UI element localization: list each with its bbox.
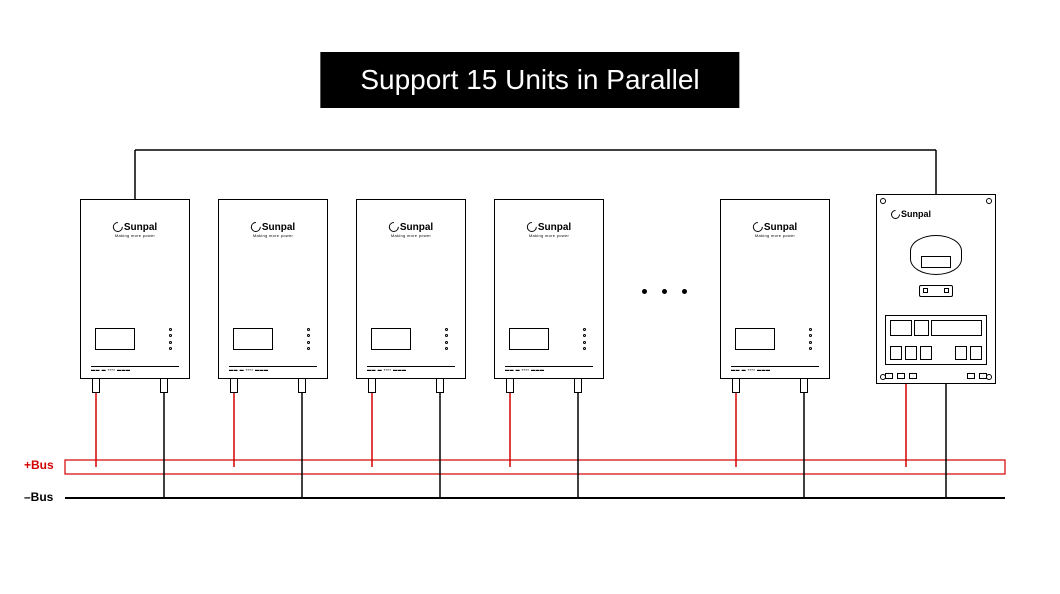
status-leds bbox=[169, 328, 175, 350]
brand-logo: SunpalMaking more power bbox=[113, 222, 157, 238]
status-leds bbox=[307, 328, 313, 350]
battery-terminal bbox=[160, 379, 168, 393]
lcd-screen bbox=[233, 328, 273, 350]
battery-unit: SunpalMaking more power ▬▬ ▬ ▪▪▪▪ ▬▬▬ bbox=[720, 199, 830, 379]
bottom-label-strip: ▬▬ ▬ ▪▪▪▪ ▬▬▬ bbox=[505, 366, 593, 372]
battery-terminal bbox=[298, 379, 306, 393]
mount-hole bbox=[880, 374, 886, 380]
ellipsis-dot bbox=[642, 289, 647, 294]
inverter-controls bbox=[919, 285, 953, 297]
inverter-terminal-panel bbox=[885, 315, 987, 365]
battery-terminal bbox=[230, 379, 238, 393]
brand-logo: SunpalMaking more power bbox=[389, 222, 433, 238]
bottom-label-strip: ▬▬ ▬ ▪▪▪▪ ▬▬▬ bbox=[229, 366, 317, 372]
bottom-label-strip: ▬▬ ▬ ▪▪▪▪ ▬▬▬ bbox=[731, 366, 819, 372]
brand-logo: SunpalMaking more power bbox=[527, 222, 571, 238]
status-leds bbox=[809, 328, 815, 350]
ellipsis-dot bbox=[662, 289, 667, 294]
status-leds bbox=[583, 328, 589, 350]
mount-hole bbox=[986, 374, 992, 380]
battery-terminal bbox=[92, 379, 100, 393]
battery-unit: SunpalMaking more power ▬▬ ▬ ▪▪▪▪ ▬▬▬ bbox=[356, 199, 466, 379]
battery-terminal bbox=[436, 379, 444, 393]
pos-bus-label: +Bus bbox=[24, 458, 54, 472]
lcd-screen bbox=[735, 328, 775, 350]
mount-hole bbox=[880, 198, 886, 204]
lcd-screen bbox=[509, 328, 549, 350]
battery-terminal bbox=[800, 379, 808, 393]
inverter-display bbox=[910, 235, 962, 275]
status-leds bbox=[445, 328, 451, 350]
battery-unit: SunpalMaking more power ▬▬ ▬ ▪▪▪▪ ▬▬▬ bbox=[494, 199, 604, 379]
neg-bus-label: –Bus bbox=[24, 490, 53, 504]
bottom-label-strip: ▬▬ ▬ ▪▪▪▪ ▬▬▬ bbox=[91, 366, 179, 372]
battery-terminal bbox=[732, 379, 740, 393]
battery-terminal bbox=[368, 379, 376, 393]
battery-terminal bbox=[574, 379, 582, 393]
brand-logo: SunpalMaking more power bbox=[251, 222, 295, 238]
lcd-screen bbox=[371, 328, 411, 350]
ellipsis-dot bbox=[682, 289, 687, 294]
inverter-unit: Sunpal bbox=[876, 194, 996, 384]
brand-logo: SunpalMaking more power bbox=[753, 222, 797, 238]
brand-logo: Sunpal bbox=[891, 209, 931, 219]
bottom-label-strip: ▬▬ ▬ ▪▪▪▪ ▬▬▬ bbox=[367, 366, 455, 372]
battery-unit: SunpalMaking more power ▬▬ ▬ ▪▪▪▪ ▬▬▬ bbox=[218, 199, 328, 379]
battery-unit: SunpalMaking more power ▬▬ ▬ ▪▪▪▪ ▬▬▬ bbox=[80, 199, 190, 379]
mount-hole bbox=[986, 198, 992, 204]
battery-terminal bbox=[506, 379, 514, 393]
lcd-screen bbox=[95, 328, 135, 350]
inverter-bottom-ports bbox=[885, 371, 987, 381]
